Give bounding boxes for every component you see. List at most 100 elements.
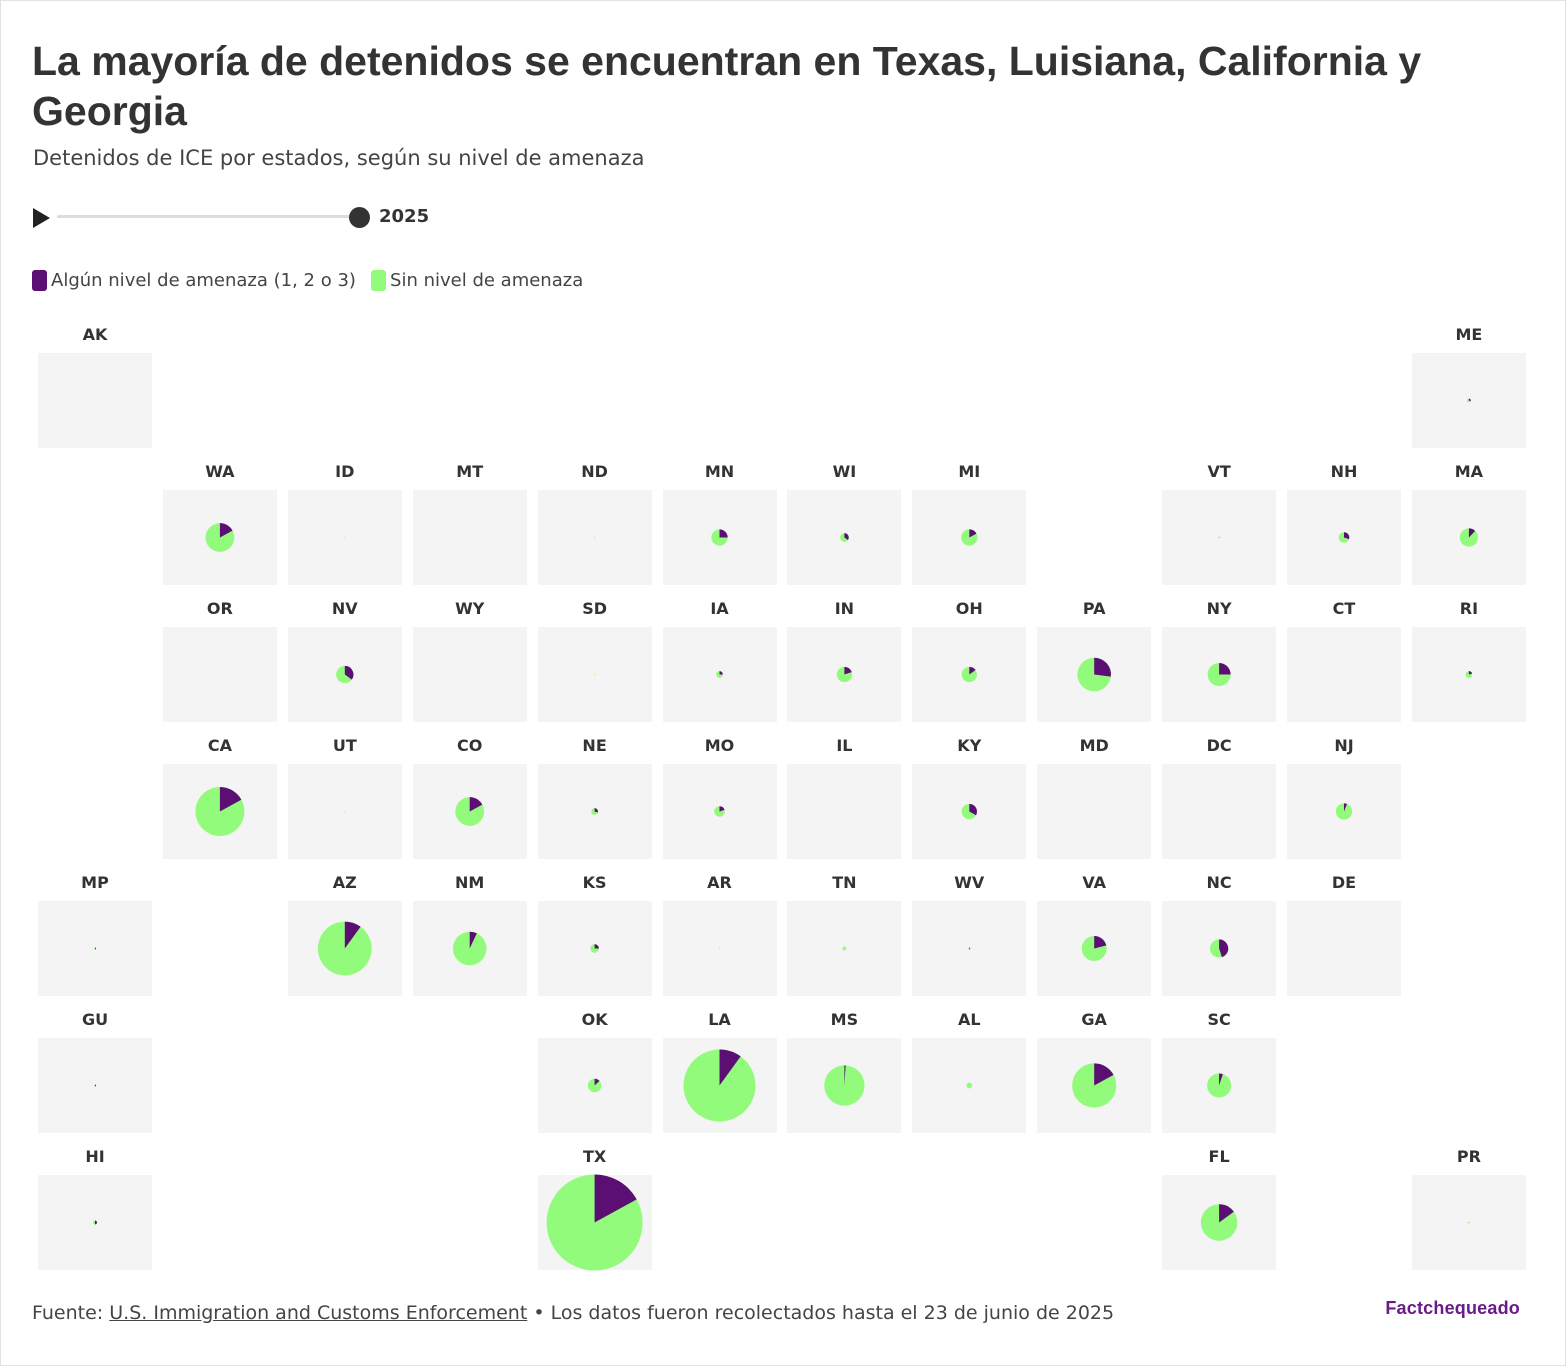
state-label-mn: MN (704, 462, 735, 481)
state-tile-nv[interactable] (287, 627, 402, 722)
state-tile-mt[interactable] (412, 490, 527, 585)
timeline-handle[interactable] (349, 207, 370, 228)
state-label-ks: KS (582, 873, 607, 892)
state-tile-dc[interactable] (1162, 764, 1277, 859)
state-label-tx: TX (582, 1147, 607, 1166)
state-tile-nh[interactable] (1287, 490, 1401, 585)
state-label-id: ID (335, 462, 355, 481)
state-tile-ut[interactable] (287, 764, 402, 859)
state-tile-fl[interactable] (1162, 1175, 1277, 1270)
state-tile-wy[interactable] (412, 627, 527, 722)
legend: Algún nivel de amenaza (1, 2 o 3) Sin ni… (32, 270, 593, 296)
state-label-il: IL (836, 736, 853, 755)
state-tile-mp[interactable] (38, 901, 152, 996)
state-label-nm: NM (455, 873, 485, 892)
state-tile-wi[interactable] (787, 490, 902, 585)
state-label-fl: FL (1208, 1147, 1230, 1166)
state-tile-hi[interactable] (38, 1175, 152, 1270)
state-tile-de[interactable] (1287, 901, 1401, 996)
footer-prefix: Fuente: (32, 1302, 110, 1324)
state-label-oh: OH (955, 599, 983, 618)
state-label-mi: MI (958, 462, 981, 481)
timeline-year-label: 2025 (379, 206, 430, 227)
state-tile-vt[interactable] (1162, 490, 1277, 585)
state-tile-ok[interactable] (537, 1038, 652, 1133)
state-label-pr: PR (1456, 1147, 1481, 1166)
state-tile-tn[interactable] (787, 901, 902, 996)
state-tile-in[interactable] (787, 627, 902, 722)
state-label-ri: RI (1459, 599, 1479, 618)
state-label-ga: GA (1081, 1010, 1107, 1029)
state-tile-ar[interactable] (662, 901, 777, 996)
state-label-nc: NC (1206, 873, 1232, 892)
state-label-wi: WI (832, 462, 857, 481)
state-tile-va[interactable] (1037, 901, 1152, 996)
state-label-la: LA (708, 1010, 731, 1029)
state-tile-ms[interactable] (787, 1038, 902, 1133)
state-tile-nc[interactable] (1162, 901, 1277, 996)
state-tile-id[interactable] (287, 490, 402, 585)
state-label-ar: AR (707, 873, 732, 892)
state-tile-ne[interactable] (537, 764, 652, 859)
state-tile-ma[interactable] (1411, 490, 1526, 585)
state-label-wy: WY (455, 599, 485, 618)
state-label-mt: MT (456, 462, 484, 481)
state-tile-gu[interactable] (38, 1038, 152, 1133)
factchequeado-logo[interactable]: Factchequeado (1385, 1298, 1520, 1318)
state-tile-ga[interactable] (1037, 1038, 1152, 1133)
state-label-ky: KY (957, 736, 982, 755)
state-tile-pr[interactable] (1411, 1175, 1526, 1270)
state-tile-il[interactable] (787, 764, 902, 859)
state-tile-ca[interactable] (162, 764, 277, 859)
state-label-in: IN (834, 599, 855, 618)
state-tile-wv[interactable] (912, 901, 1027, 996)
state-tile-co[interactable] (412, 764, 527, 859)
state-tile-me[interactable] (1411, 353, 1526, 448)
state-tile-ks[interactable] (537, 901, 652, 996)
state-label-ne: NE (582, 736, 607, 755)
state-tile-or[interactable] (162, 627, 277, 722)
state-tile-al[interactable] (912, 1038, 1027, 1133)
state-tile-ny[interactable] (1162, 627, 1277, 722)
play-icon[interactable] (33, 208, 50, 228)
state-tile-ky[interactable] (912, 764, 1027, 859)
state-label-hi: HI (85, 1147, 105, 1166)
state-tile-sc[interactable] (1162, 1038, 1277, 1133)
state-tile-ri[interactable] (1411, 627, 1526, 722)
state-label-sc: SC (1207, 1010, 1231, 1029)
state-label-al: AL (958, 1010, 981, 1029)
state-tile-md[interactable] (1037, 764, 1152, 859)
state-tile-nm[interactable] (412, 901, 527, 996)
state-tile-tx[interactable] (537, 1175, 652, 1270)
state-tile-nd[interactable] (537, 490, 652, 585)
state-tile-mi[interactable] (912, 490, 1027, 585)
state-label-az: AZ (332, 873, 357, 892)
state-tile-mo[interactable] (662, 764, 777, 859)
state-label-nd: ND (581, 462, 608, 481)
state-label-mp: MP (81, 873, 109, 892)
year-timeline: 2025 (33, 204, 453, 232)
state-label-nv: NV (331, 599, 358, 618)
state-tile-ct[interactable] (1287, 627, 1401, 722)
legend-swatch-threat (32, 270, 47, 291)
legend-label-no-threat: Sin nivel de amenaza (390, 270, 584, 291)
state-tile-mn[interactable] (662, 490, 777, 585)
state-tile-ak[interactable] (38, 353, 152, 448)
legend-label-threat: Algún nivel de amenaza (1, 2 o 3) (51, 270, 356, 291)
state-tile-sd[interactable] (537, 627, 652, 722)
state-label-pa: PA (1082, 599, 1106, 618)
state-tile-pa[interactable] (1037, 627, 1152, 722)
state-label-ct: CT (1332, 599, 1356, 618)
source-link[interactable]: U.S. Immigration and Customs Enforcement (109, 1302, 528, 1324)
state-label-ma: MA (1454, 462, 1484, 481)
state-label-ms: MS (830, 1010, 859, 1029)
state-tile-az[interactable] (287, 901, 402, 996)
timeline-track[interactable] (57, 215, 359, 218)
state-tile-nj[interactable] (1287, 764, 1401, 859)
state-tile-ia[interactable] (662, 627, 777, 722)
state-label-ca: CA (207, 736, 232, 755)
state-tile-wa[interactable] (162, 490, 277, 585)
state-tile-oh[interactable] (912, 627, 1027, 722)
state-label-vt: VT (1207, 462, 1231, 481)
state-tile-la[interactable] (662, 1038, 777, 1133)
